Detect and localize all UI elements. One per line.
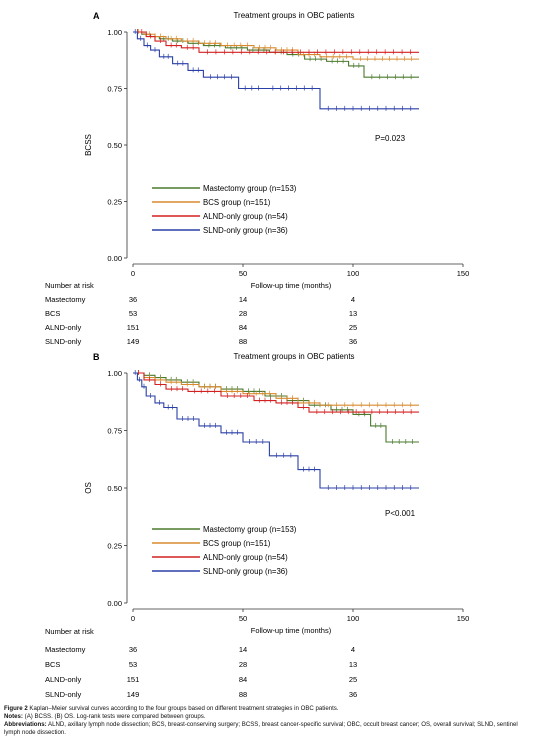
risk-row-label: SLND-only: [45, 690, 82, 699]
y-tick-label: 0.50: [107, 141, 122, 150]
risk-row-label: BCS: [45, 660, 60, 669]
legend-entry: BCS group (n=151): [203, 539, 271, 548]
risk-count: 13: [349, 309, 357, 318]
survival-curve-3: [133, 31, 419, 53]
risk-count: 84: [239, 675, 247, 684]
y-tick-label: 0.75: [107, 427, 122, 436]
risk-count: 25: [349, 323, 357, 332]
risk-count: 25: [349, 675, 357, 684]
legend-entry: ALND-only group (n=54): [203, 212, 288, 221]
x-tick-label: 150: [457, 614, 470, 623]
p-value-annotation: P<0.001: [385, 509, 416, 518]
risk-count: 151: [127, 675, 140, 684]
risk-count: 14: [239, 295, 247, 304]
x-tick-label: 50: [239, 614, 247, 623]
y-tick-label: 1.00: [107, 369, 122, 378]
chart-title: Treatment groups in OBC patients: [233, 352, 354, 361]
legend-entry: Mastectomy group (n=153): [203, 184, 297, 193]
x-tick-label: 0: [131, 614, 135, 623]
survival-curve-4: [133, 31, 419, 110]
panel-label: B: [93, 352, 100, 362]
risk-count: 88: [239, 690, 247, 699]
risk-count: 14: [239, 645, 247, 654]
risk-table-header: Number at risk: [45, 281, 94, 290]
risk-row-label: Mastectomy: [45, 295, 86, 304]
y-tick-label: 0.25: [107, 198, 122, 207]
y-axis-label: BCSS: [84, 134, 93, 156]
chart-title: Treatment groups in OBC patients: [233, 11, 354, 20]
legend-box: [148, 182, 318, 236]
figure-caption: Figure 2 Kaplan–Meier survival curves ac…: [4, 705, 533, 713]
x-tick-label: 50: [239, 269, 247, 278]
panel-b-chart: B Treatment groups in OBC patients 0.00 0.2…: [45, 352, 469, 699]
y-axis-label: OS: [84, 482, 93, 494]
risk-count: 36: [349, 337, 357, 346]
risk-count: 13: [349, 660, 357, 669]
survival-curve-3: [133, 372, 419, 413]
risk-count: 36: [129, 645, 137, 654]
risk-count: 53: [129, 660, 137, 669]
x-axis-label: Follow-up time (months): [251, 626, 332, 635]
risk-table-header: Number at risk: [45, 627, 94, 636]
risk-count: 149: [127, 337, 140, 346]
figure-notes: Notes: (A) BCSS. (B) OS. Log-rank tests …: [4, 713, 533, 721]
legend-entry: SLND-only group (n=36): [203, 567, 288, 576]
abbreviations-label: Abbreviations:: [4, 721, 47, 728]
y-tick-label: 0.00: [107, 599, 122, 608]
legend-entry: Mastectomy group (n=153): [203, 525, 297, 534]
x-tick-label: 150: [457, 269, 470, 278]
legend-box: [148, 523, 318, 577]
survival-curve-4: [133, 372, 419, 489]
notes-label: Notes:: [4, 713, 23, 720]
panel-label: A: [93, 11, 100, 21]
y-tick-label: 1.00: [107, 28, 122, 37]
risk-count: 36: [129, 295, 137, 304]
risk-row-label: ALND-only: [45, 675, 82, 684]
risk-row-label: Mastectomy: [45, 645, 86, 654]
risk-count: 151: [127, 323, 140, 332]
x-tick-label: 0: [131, 269, 135, 278]
figure-label: Figure 2: [4, 705, 28, 712]
y-tick-label: 0.75: [107, 85, 122, 94]
y-tick-label: 0.25: [107, 542, 122, 551]
risk-count: 53: [129, 309, 137, 318]
legend-entry: BCS group (n=151): [203, 198, 271, 207]
legend-entry: SLND-only group (n=36): [203, 226, 288, 235]
x-tick-label: 100: [347, 269, 360, 278]
x-tick-label: 100: [347, 614, 360, 623]
risk-count: 84: [239, 323, 247, 332]
figure-abbreviations: Abbreviations: ALND, axillary lymph node…: [4, 721, 533, 737]
y-tick-label: 0.00: [107, 254, 122, 263]
figure-caption-text: Kaplan–Meier survival curves according t…: [27, 705, 339, 712]
risk-row-label: ALND-only: [45, 323, 82, 332]
risk-count: 36: [349, 690, 357, 699]
risk-count: 4: [351, 295, 355, 304]
risk-count: 88: [239, 337, 247, 346]
risk-count: 28: [239, 309, 247, 318]
risk-count: 28: [239, 660, 247, 669]
risk-count: 149: [127, 690, 140, 699]
risk-row-label: BCS: [45, 309, 60, 318]
p-value-annotation: P=0.023: [375, 134, 406, 143]
abbreviations-text: ALND, axillary lymph node dissection; BC…: [4, 721, 518, 736]
risk-count: 4: [351, 645, 355, 654]
risk-row-label: SLND-only: [45, 337, 82, 346]
panel-a-chart: A Treatment groups in OBC patients 0.00 0.2…: [45, 11, 469, 346]
notes-text: (A) BCSS. (B) OS. Log-rank tests were co…: [22, 713, 206, 720]
y-tick-label: 0.50: [107, 484, 122, 493]
legend-entry: ALND-only group (n=54): [203, 553, 288, 562]
x-axis-label: Follow-up time (months): [251, 281, 332, 290]
